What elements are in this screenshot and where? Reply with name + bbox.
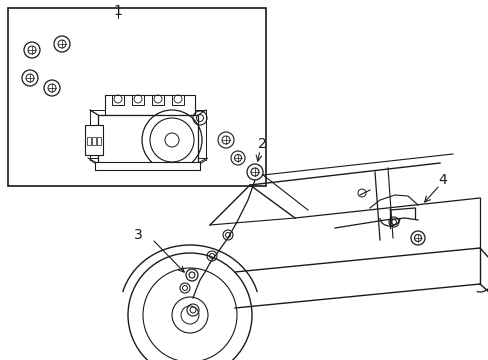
Bar bbox=[112, 95, 124, 105]
Bar bbox=[152, 95, 163, 105]
Bar bbox=[87, 137, 91, 145]
Bar bbox=[105, 95, 195, 115]
Text: 4: 4 bbox=[438, 173, 447, 187]
Bar bbox=[92, 137, 96, 145]
Text: 1: 1 bbox=[113, 4, 122, 18]
Bar bbox=[8, 8, 265, 186]
Bar bbox=[95, 162, 200, 170]
Text: 2: 2 bbox=[257, 137, 266, 151]
Bar bbox=[132, 95, 143, 105]
Bar bbox=[97, 137, 101, 145]
Bar bbox=[85, 125, 103, 155]
Bar bbox=[98, 115, 198, 165]
Bar bbox=[172, 95, 183, 105]
Text: 3: 3 bbox=[133, 228, 142, 242]
